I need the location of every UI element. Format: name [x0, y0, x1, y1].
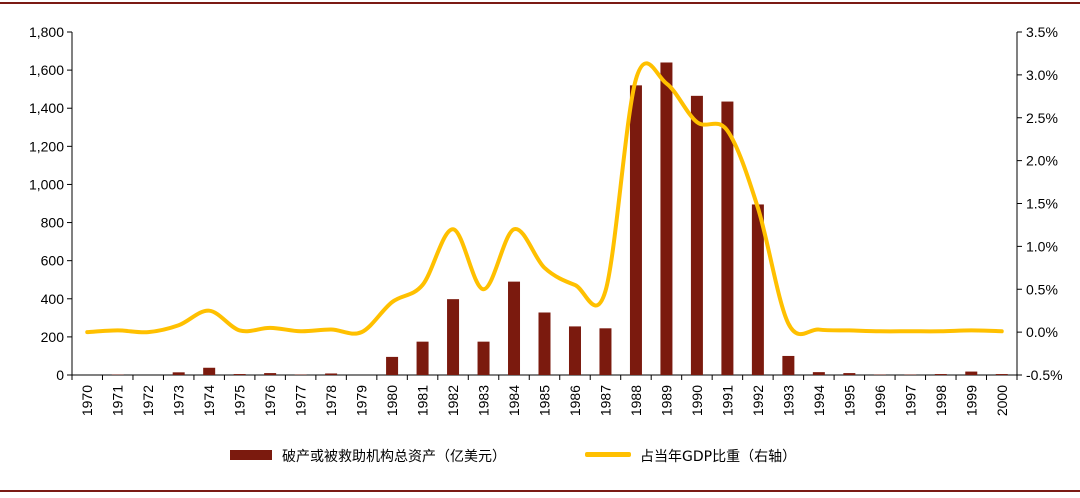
- x-tick-label: 1977: [293, 385, 309, 416]
- x-tick-label: 1990: [689, 385, 705, 416]
- x-tick-label: 1980: [384, 385, 400, 416]
- bar: [965, 372, 977, 375]
- left-axis: 0 200 400 600 800 1,000 1,200 1,400 1,600 1,800: [29, 24, 72, 383]
- bar: [173, 372, 185, 375]
- left-tick-label: 1,800: [29, 24, 64, 40]
- legend-line-label: 占当年GDP比重（右轴）: [640, 449, 796, 465]
- right-tick-label: 1.0%: [1026, 238, 1058, 254]
- x-tick-label: 1970: [79, 385, 95, 416]
- right-tick-label: 2.0%: [1026, 153, 1058, 169]
- x-tick-label: 1997: [902, 385, 918, 416]
- legend: 破产或被救助机构总资产（亿美元） 占当年GDP比重（右轴）: [230, 449, 796, 465]
- x-tick-label: 1989: [658, 385, 674, 416]
- bar: [203, 368, 215, 375]
- right-tick-label: 3.5%: [1026, 24, 1058, 40]
- x-tick-label: 1992: [750, 385, 766, 416]
- x-tick-label: 1984: [506, 385, 522, 416]
- x-tick-label: 1979: [354, 385, 370, 416]
- bar: [539, 312, 551, 375]
- x-tick-label: 1981: [415, 385, 431, 416]
- x-tick-label: 1985: [537, 385, 553, 416]
- bar: [599, 328, 611, 375]
- bar: [813, 372, 825, 375]
- x-tick-label: 1971: [110, 385, 126, 416]
- right-tick-label: -0.5%: [1026, 367, 1063, 383]
- right-tick-label: 3.0%: [1026, 67, 1058, 83]
- x-tick-label: 1991: [719, 385, 735, 416]
- left-tick-label: 0: [56, 367, 64, 383]
- left-tick-label: 1,200: [29, 138, 64, 154]
- bar: [508, 282, 520, 375]
- bar: [782, 356, 794, 375]
- left-tick-label: 1,400: [29, 100, 64, 116]
- x-tick-label: 1978: [323, 385, 339, 416]
- left-tick-label: 400: [41, 291, 65, 307]
- right-tick-label: 0.5%: [1026, 281, 1058, 297]
- bar: [996, 374, 1008, 375]
- bar: [935, 374, 947, 375]
- bar: [843, 373, 855, 375]
- x-tick-label: 1976: [262, 385, 278, 416]
- bar-series: [112, 62, 1008, 375]
- right-tick-label: 1.5%: [1026, 196, 1058, 212]
- right-axis: -0.5% 0.0% 0.5% 1.0% 1.5% 2.0% 2.5% 3.0% 3.5%: [1017, 24, 1063, 383]
- bar: [660, 62, 672, 375]
- bar: [234, 374, 246, 375]
- right-tick-label: 0.0%: [1026, 324, 1058, 340]
- bar: [630, 85, 642, 375]
- left-tick-label: 200: [41, 329, 65, 345]
- x-tick-label: 1996: [872, 385, 888, 416]
- x-axis: 1970 1971 1972 1973 1974 1975 1976 1977 1978 1979…: [72, 375, 1017, 416]
- gdp-share-line: [87, 63, 1002, 334]
- x-tick-label: 1999: [963, 385, 979, 416]
- bar: [386, 357, 398, 375]
- x-tick-label: 1988: [628, 385, 644, 416]
- left-tick-label: 600: [41, 253, 65, 269]
- legend-bar-label: 破产或被救助机构总资产（亿美元）: [282, 449, 506, 465]
- bar: [478, 342, 490, 375]
- bar: [325, 373, 337, 375]
- x-tick-label: 1972: [140, 385, 156, 416]
- bar: [417, 342, 429, 375]
- left-tick-label: 1,600: [29, 62, 64, 78]
- x-tick-label: 2000: [994, 385, 1010, 416]
- x-tick-label: 1982: [445, 385, 461, 416]
- x-tick-label: 1993: [780, 385, 796, 416]
- line-series: [87, 63, 1002, 334]
- bar: [447, 299, 459, 375]
- x-tick-label: 1983: [476, 385, 492, 416]
- x-tick-label: 1986: [567, 385, 583, 416]
- x-tick-label: 1973: [171, 385, 187, 416]
- bar: [264, 373, 276, 375]
- legend-line-swatch: [585, 452, 631, 457]
- left-tick-label: 1,000: [29, 176, 64, 192]
- x-tick-label: 1995: [841, 385, 857, 416]
- x-tick-label: 1974: [201, 385, 217, 416]
- bar: [691, 96, 703, 375]
- x-tick-label: 1998: [933, 385, 949, 416]
- right-tick-label: 2.5%: [1026, 110, 1058, 126]
- left-tick-label: 800: [41, 215, 65, 231]
- x-tick-label: 1994: [811, 385, 827, 416]
- legend-bar-swatch: [230, 450, 272, 460]
- x-tick-label: 1975: [232, 385, 248, 416]
- x-tick-label: 1987: [597, 385, 613, 416]
- bar: [569, 326, 581, 375]
- bar: [721, 102, 733, 375]
